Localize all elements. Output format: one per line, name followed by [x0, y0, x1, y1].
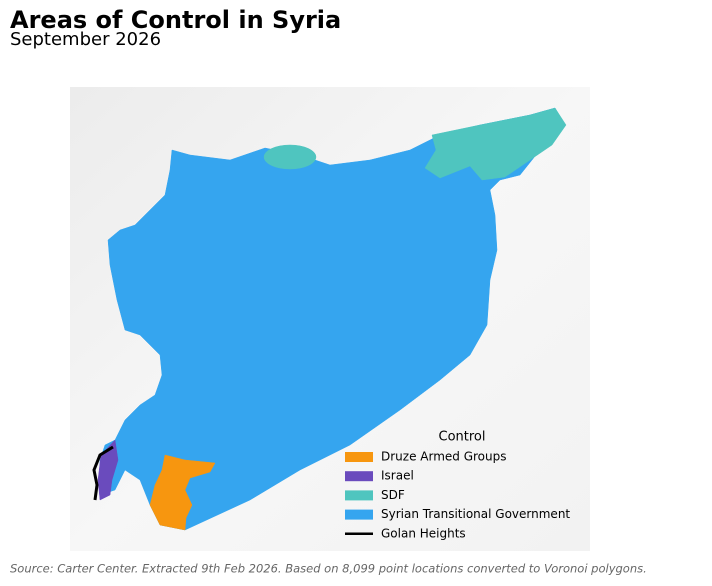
legend-swatch — [345, 490, 373, 501]
legend-label: Israel — [381, 469, 414, 483]
legend-label: Golan Heights — [381, 526, 466, 540]
legend-label: Druze Armed Groups — [381, 450, 507, 464]
map — [70, 87, 590, 551]
title: Areas of Control in Syria — [10, 6, 341, 34]
source-note: Source: Carter Center. Extracted 9th Feb… — [10, 562, 647, 576]
legend-label: SDF — [381, 488, 405, 502]
legend-swatch — [345, 452, 373, 462]
region-israel — [97, 439, 119, 501]
region-sdf — [263, 144, 317, 170]
legend-swatch — [345, 509, 373, 520]
legend-title: Control — [439, 430, 486, 445]
subtitle: September 2026 — [10, 29, 161, 50]
region-druze — [149, 454, 216, 531]
legend: Control Druze Armed Groups Israel SDF Syria… — [345, 430, 570, 540]
legend-label: Syrian Transitional Government — [381, 507, 570, 521]
golan-heights-line — [92, 445, 114, 501]
legend-swatch — [345, 471, 373, 482]
region-sdf — [424, 107, 567, 181]
